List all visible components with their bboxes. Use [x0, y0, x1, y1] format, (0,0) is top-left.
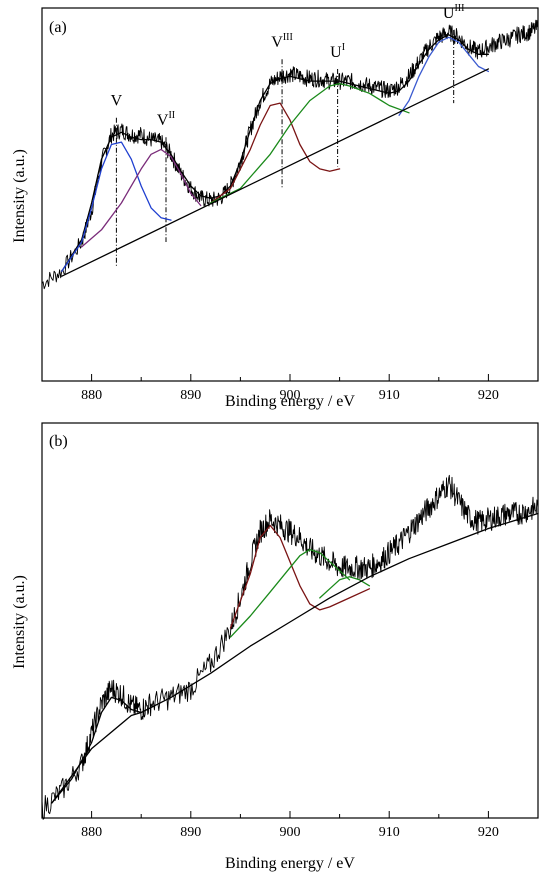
x-tick-label: 890 [180, 825, 201, 840]
panel-a-series [41, 19, 539, 290]
component-3-curve [319, 576, 371, 599]
peak-label-base: V [111, 93, 123, 110]
panel-b-y-axis-title: Intensity (a.u.) [11, 575, 28, 669]
panel-a-ticks: 880 890 900 910 920 [41, 374, 539, 403]
panel-b-x-axis-title: Binding energy / eV [225, 855, 355, 872]
peak-label-base: V [157, 112, 169, 129]
peak-label-superscript: III [454, 3, 464, 14]
component-v-ii-curve [81, 148, 202, 248]
panel-b: (b) 880 890 900 910 920 Binding energy / eV … [11, 422, 539, 872]
x-tick-label: 920 [478, 388, 499, 403]
x-tick-label: 880 [81, 825, 102, 840]
peak-label-base: U [330, 44, 342, 61]
x-tick-label: 880 [81, 388, 102, 403]
component-v-iii-curve [209, 102, 341, 204]
x-tick-label: 900 [280, 825, 301, 840]
x-tick-label: 890 [180, 388, 201, 403]
fit-envelope-curve [51, 696, 142, 804]
panel-b-frame [41, 422, 539, 819]
component-u-iii-curve [398, 36, 490, 116]
baseline-curve [61, 68, 490, 277]
component-v-curve [61, 141, 172, 272]
peak-label-u-iii: UIII [443, 3, 465, 22]
component-1-curve [229, 524, 371, 629]
component-u-i-curve [209, 82, 410, 204]
peak-label-v-iii: VIII [271, 32, 293, 51]
peak-label-u-i: UI [330, 42, 345, 61]
experimental-spectrum [41, 19, 539, 290]
panel-b-series [41, 474, 539, 820]
x-tick-label: 910 [379, 388, 400, 403]
panel-a-y-axis-title: Intensity (a.u.) [11, 149, 28, 243]
peak-label-superscript: I [342, 42, 345, 53]
peak-label-v: V [111, 93, 123, 110]
fit-envelope-curve [61, 34, 490, 272]
panel-a-label: (a) [49, 19, 67, 36]
x-tick-label: 910 [379, 825, 400, 840]
x-tick-label: 900 [280, 388, 301, 403]
panel-a-frame [41, 7, 539, 382]
baseline-curve [51, 512, 539, 804]
peak-label-base: U [443, 5, 455, 22]
panel-a-x-axis-title: Binding energy / eV [225, 393, 355, 410]
peak-label-superscript: III [283, 32, 293, 43]
x-tick-label: 920 [478, 825, 499, 840]
peak-label-superscript: II [168, 110, 175, 121]
peak-label-base: V [271, 34, 283, 51]
experimental-spectrum [41, 474, 539, 820]
component-2-curve [229, 548, 351, 638]
panel-b-label: (b) [49, 433, 68, 450]
panel-b-ticks: 880 890 900 910 920 [41, 811, 539, 840]
peak-label-v-ii: VII [157, 110, 175, 129]
